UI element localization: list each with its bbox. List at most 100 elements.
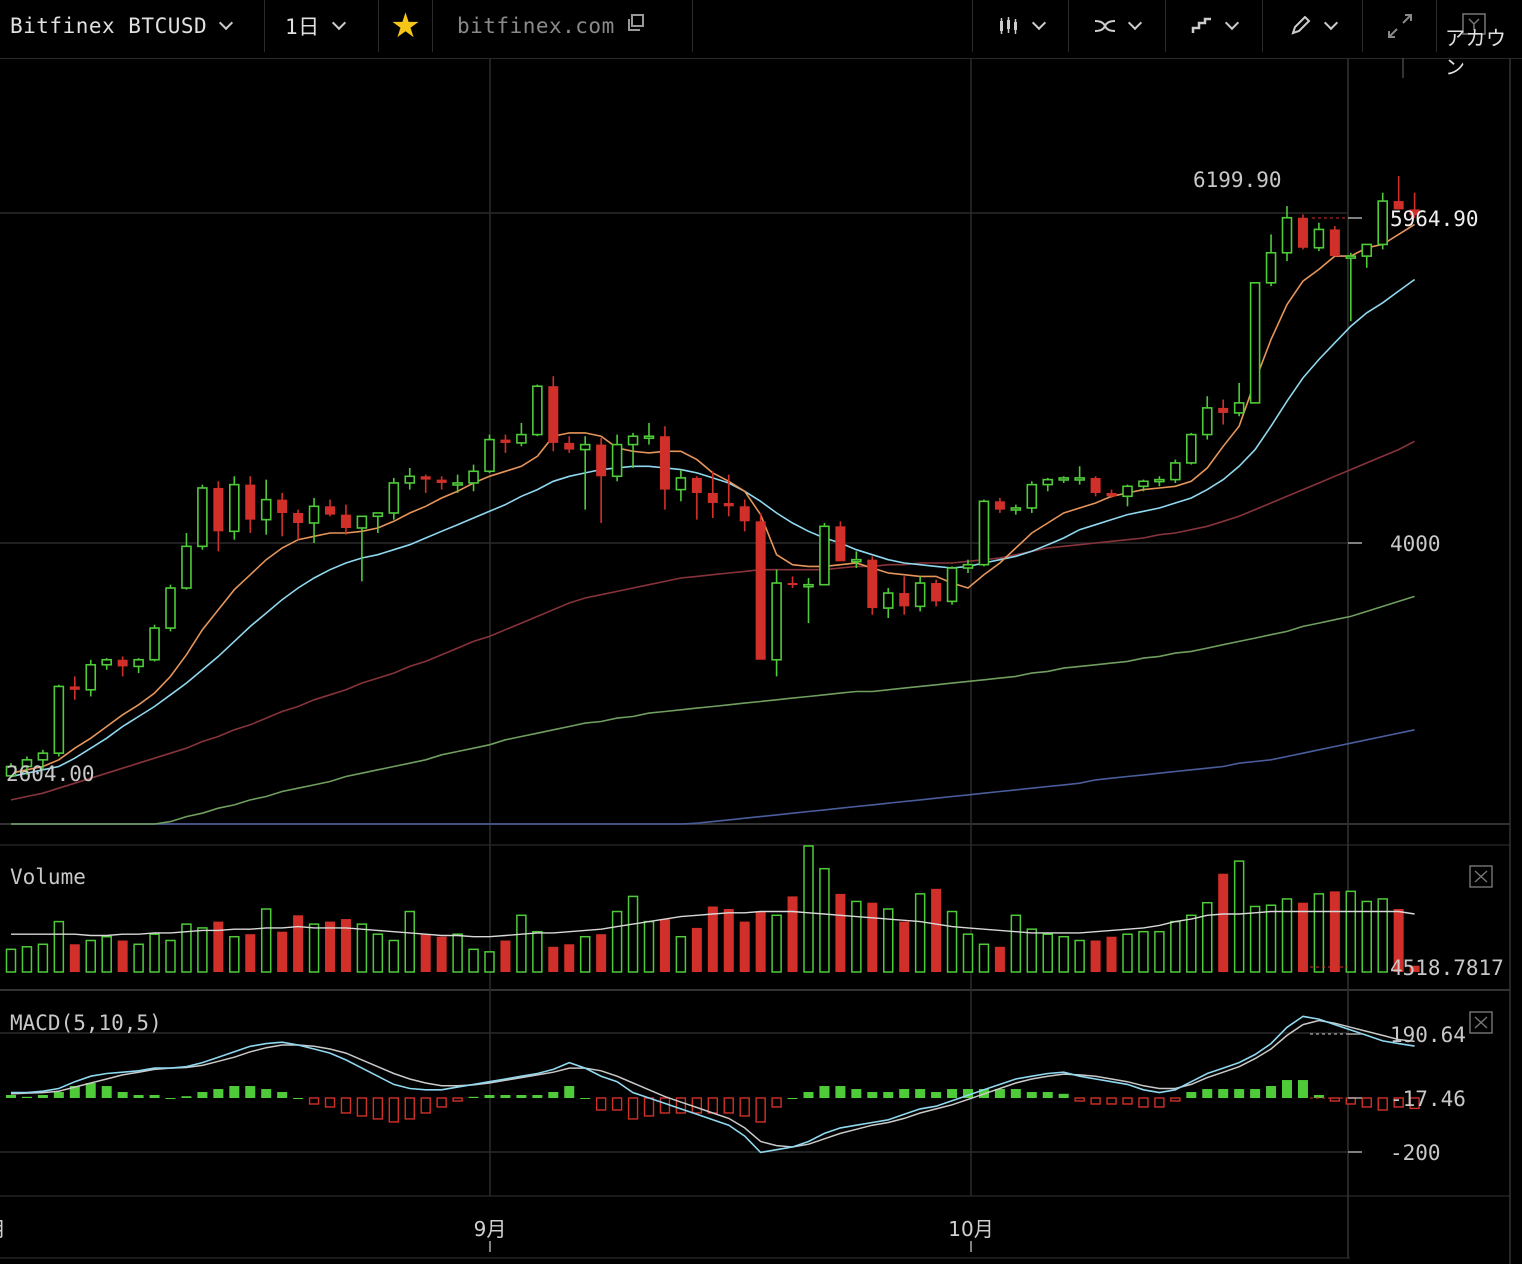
- macd-histogram-bar: [1266, 1086, 1277, 1098]
- candle: [69, 676, 80, 700]
- candle: [819, 522, 830, 586]
- volume-bar: [356, 923, 368, 973]
- candle-body: [356, 515, 368, 529]
- account-menu[interactable]: アカウン: [1437, 0, 1522, 79]
- volume-bar: [1058, 935, 1069, 973]
- volume-bar: [1106, 936, 1117, 972]
- volume-bar: [436, 936, 447, 972]
- candle-body: [149, 627, 160, 661]
- candle: [293, 509, 304, 540]
- candle: [340, 504, 351, 535]
- candle-body: [1329, 229, 1340, 257]
- favorite-button[interactable]: ★: [379, 0, 433, 52]
- volume-bar: [1249, 905, 1261, 973]
- volume-bar: [819, 867, 830, 973]
- candle-body: [771, 582, 782, 661]
- top-toolbar: Bitfinex BTCUSD 1日 ★ bitfinex.com: [0, 0, 1522, 79]
- volume-bar: [149, 933, 160, 973]
- volume-bar: [1409, 965, 1420, 972]
- macd-histogram-bar: [947, 1089, 958, 1098]
- volume-bar: [1233, 860, 1245, 973]
- chart-type-button[interactable]: [972, 0, 1069, 52]
- candle-body: [787, 583, 798, 586]
- macd-signal-line: [10, 1019, 1415, 1148]
- candle: [500, 434, 511, 453]
- settings-icon: [1462, 13, 1486, 35]
- candle-body: [1170, 462, 1181, 481]
- volume-pane: [5, 845, 1420, 973]
- candle: [165, 584, 176, 632]
- compare-icon: [1191, 17, 1211, 33]
- candle: [197, 484, 208, 550]
- candle: [707, 471, 718, 518]
- candle: [1233, 382, 1245, 417]
- candle: [914, 576, 926, 612]
- candle-body: [1313, 228, 1325, 249]
- candle: [659, 426, 670, 510]
- candle-body: [675, 477, 687, 491]
- volume-bar: [994, 946, 1005, 972]
- volume-bar: [1186, 914, 1197, 973]
- candle-body: [1186, 433, 1197, 464]
- macd-histogram-bar: [21, 1096, 32, 1098]
- macd-histogram-bar: [994, 1089, 1005, 1098]
- candle-body: [85, 663, 97, 691]
- candle-body: [165, 587, 176, 629]
- macd-histogram-bar: [6, 1095, 16, 1098]
- volume-bar: [755, 911, 766, 972]
- candle-body: [37, 752, 49, 761]
- candle-body: [851, 558, 862, 563]
- candle-body: [213, 487, 224, 532]
- volume-bar: [21, 946, 33, 973]
- compare-button[interactable]: [1166, 0, 1263, 52]
- macd-histogram-bar: [1282, 1080, 1292, 1098]
- macd-histogram-bar: [819, 1086, 830, 1098]
- candle-body: [1201, 407, 1213, 436]
- volume-bar: [1170, 920, 1181, 973]
- candle-body: [1010, 507, 1022, 511]
- volume-bar: [468, 948, 479, 973]
- candle-body: [532, 385, 543, 436]
- volume-bar: [532, 930, 543, 973]
- macd-histogram-bar: [643, 1097, 655, 1117]
- draw-button[interactable]: [1263, 0, 1363, 52]
- candle-body: [388, 482, 400, 514]
- volume-bar: [69, 944, 80, 972]
- macd-histogram-bar: [915, 1089, 926, 1098]
- axis-labels: 5964.90 4000 6199.90 2604.00 Volume 4518.7817…: [0, 58, 1504, 1252]
- candle-body: [803, 583, 814, 588]
- symbol-selector[interactable]: Bitfinex BTCUSD: [0, 0, 265, 52]
- candle-body: [293, 512, 304, 523]
- candle: [1170, 459, 1181, 483]
- volume-bar: [452, 933, 463, 973]
- candle: [436, 476, 447, 490]
- candle-body: [899, 593, 910, 607]
- volume-bar: [1345, 890, 1357, 973]
- volume-bar: [1297, 902, 1308, 972]
- macd-histogram-bar: [293, 1098, 304, 1099]
- fullscreen-button[interactable]: [1363, 0, 1437, 52]
- candle-body: [325, 506, 335, 515]
- high-price-label: 6199.90: [1193, 168, 1282, 192]
- site-link[interactable]: bitfinex.com: [433, 0, 693, 52]
- x-tick-label: 9月: [474, 1217, 507, 1241]
- macd-histogram-bar: [149, 1095, 160, 1098]
- interval-selector[interactable]: 1日: [265, 0, 379, 52]
- volume-bar: [946, 910, 958, 973]
- candle: [516, 422, 527, 447]
- candle-body: [723, 502, 734, 507]
- candle-body: [882, 592, 894, 609]
- indicators-button[interactable]: [1069, 0, 1166, 52]
- close-icon[interactable]: [1469, 865, 1493, 888]
- candle: [484, 434, 495, 473]
- volume-bar: [1042, 933, 1053, 973]
- volume-bar: [133, 943, 144, 973]
- last-price-label: 5964.90: [1390, 207, 1479, 231]
- volume-bar: [85, 939, 96, 973]
- candle-body: [468, 470, 479, 484]
- close-icon[interactable]: [1469, 1011, 1493, 1034]
- candle-body: [914, 582, 926, 608]
- macd-histogram-bar: [340, 1097, 352, 1114]
- candle-body: [53, 685, 65, 754]
